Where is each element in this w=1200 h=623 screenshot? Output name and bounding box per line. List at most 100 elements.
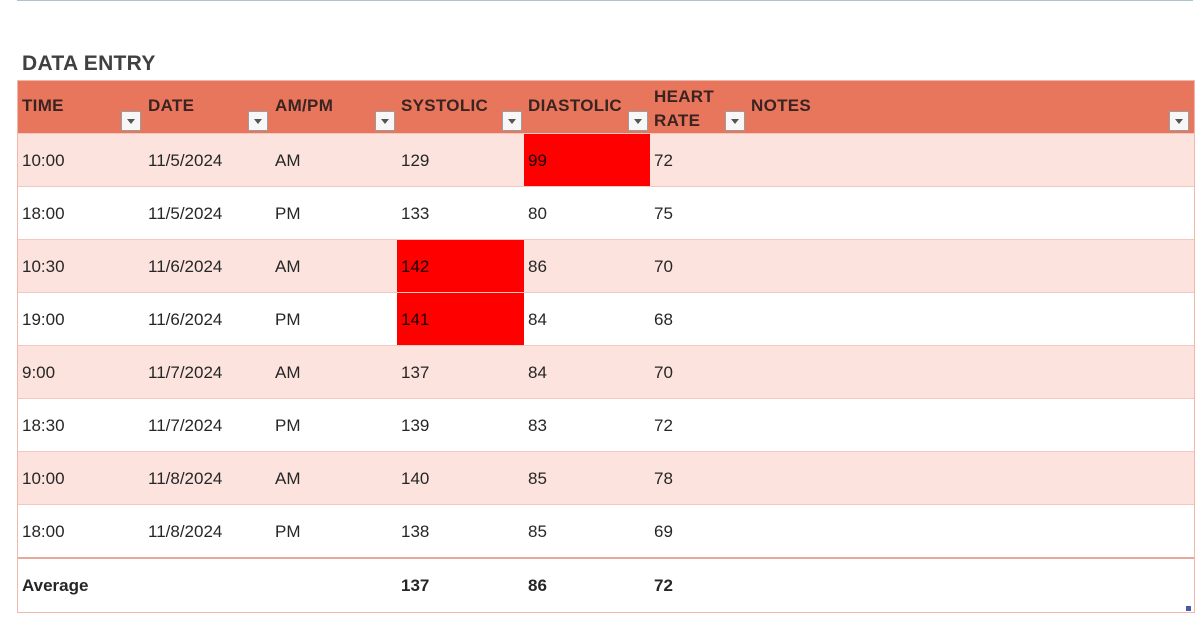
total-heart-rate-value: 72 — [654, 576, 673, 595]
cell-time[interactable]: 9:00 — [18, 346, 144, 398]
cell-systolic[interactable]: 137 — [397, 346, 524, 398]
cell-time[interactable]: 19:00 — [18, 293, 144, 345]
cell-date[interactable]: 11/7/2024 — [144, 346, 271, 398]
cell-ampm[interactable]: PM — [271, 293, 397, 345]
cell-diastolic-flagged[interactable]: 99 — [524, 134, 650, 186]
cell-diastolic-value: 84 — [528, 363, 547, 382]
cell-time[interactable]: 18:00 — [18, 187, 144, 239]
cell-time[interactable]: 10:00 — [18, 134, 144, 186]
cell-date[interactable]: 11/6/2024 — [144, 240, 271, 292]
cell-notes[interactable] — [747, 452, 1194, 504]
cell-ampm[interactable]: PM — [271, 505, 397, 557]
cell-heart-rate[interactable]: 75 — [650, 187, 747, 239]
cell-date[interactable]: 11/5/2024 — [144, 134, 271, 186]
header-time[interactable]: TIME — [18, 81, 144, 133]
cell-date[interactable]: 11/6/2024 — [144, 293, 271, 345]
table-resize-handle[interactable] — [1186, 606, 1191, 611]
cell-diastolic-value: 85 — [528, 522, 547, 541]
header-ampm[interactable]: AM/PM — [271, 81, 397, 133]
cell-notes[interactable] — [747, 134, 1194, 186]
cell-ampm[interactable]: PM — [271, 399, 397, 451]
total-label-cell[interactable]: Average — [18, 559, 144, 611]
cell-systolic[interactable]: 129 — [397, 134, 524, 186]
cell-notes[interactable] — [747, 293, 1194, 345]
chevron-down-icon — [1175, 118, 1183, 124]
cell-diastolic[interactable]: 86 — [524, 240, 650, 292]
header-diastolic[interactable]: DIASTOLIC — [524, 81, 650, 133]
cell-time-value: 10:30 — [22, 257, 65, 276]
cell-notes[interactable] — [747, 346, 1194, 398]
cell-time[interactable]: 18:00 — [18, 505, 144, 557]
cell-time-value: 18:00 — [22, 204, 65, 223]
cell-ampm-value: PM — [275, 310, 301, 329]
cell-notes[interactable] — [747, 505, 1194, 557]
cell-heart-rate[interactable]: 68 — [650, 293, 747, 345]
cell-heart-rate-value: 70 — [654, 257, 673, 276]
cell-ampm-value: AM — [275, 257, 301, 276]
cell-heart-rate[interactable]: 70 — [650, 240, 747, 292]
cell-time[interactable]: 18:30 — [18, 399, 144, 451]
cell-ampm[interactable]: AM — [271, 134, 397, 186]
cell-diastolic[interactable]: 85 — [524, 452, 650, 504]
cell-date[interactable]: 11/8/2024 — [144, 505, 271, 557]
total-diastolic-cell[interactable]: 86 — [524, 559, 650, 611]
header-notes[interactable]: NOTES — [747, 81, 1194, 133]
filter-systolic-button[interactable] — [502, 111, 522, 131]
cell-systolic[interactable]: 139 — [397, 399, 524, 451]
cell-ampm[interactable]: PM — [271, 187, 397, 239]
header-time-label: TIME — [22, 96, 64, 115]
filter-diastolic-button[interactable] — [628, 111, 648, 131]
cell-ampm[interactable]: AM — [271, 346, 397, 398]
total-systolic-cell[interactable]: 137 — [397, 559, 524, 611]
header-diastolic-label: DIASTOLIC — [528, 96, 623, 115]
filter-date-button[interactable] — [248, 111, 268, 131]
cell-date-value: 11/6/2024 — [148, 310, 223, 329]
cell-notes[interactable] — [747, 399, 1194, 451]
cell-systolic-flagged[interactable]: 142 — [397, 240, 524, 292]
chevron-down-icon — [254, 118, 262, 124]
cell-diastolic[interactable]: 80 — [524, 187, 650, 239]
cell-notes[interactable] — [747, 240, 1194, 292]
cell-diastolic-value: 80 — [528, 204, 547, 223]
cell-diastolic[interactable]: 85 — [524, 505, 650, 557]
header-heart-rate-line1: HEART — [654, 87, 715, 106]
cell-time[interactable]: 10:30 — [18, 240, 144, 292]
cell-heart-rate-value: 68 — [654, 310, 673, 329]
cell-heart-rate[interactable]: 69 — [650, 505, 747, 557]
filter-time-button[interactable] — [121, 111, 141, 131]
cell-notes[interactable] — [747, 187, 1194, 239]
filter-heart-rate-button[interactable] — [725, 111, 745, 131]
cell-heart-rate[interactable]: 70 — [650, 346, 747, 398]
cell-date-value: 11/5/2024 — [148, 204, 223, 223]
cell-ampm[interactable]: AM — [271, 240, 397, 292]
header-notes-label: NOTES — [751, 96, 812, 115]
total-systolic-value: 137 — [401, 576, 430, 595]
cell-systolic[interactable]: 138 — [397, 505, 524, 557]
cell-systolic[interactable]: 140 — [397, 452, 524, 504]
cell-systolic-value: 137 — [401, 363, 430, 382]
header-systolic[interactable]: SYSTOLIC — [397, 81, 524, 133]
cell-date[interactable]: 11/8/2024 — [144, 452, 271, 504]
table-row: 9:00 11/7/2024 AM 137 84 70 — [18, 345, 1194, 398]
cell-date[interactable]: 11/7/2024 — [144, 399, 271, 451]
cell-time[interactable]: 10:00 — [18, 452, 144, 504]
cell-systolic-flagged[interactable]: 141 — [397, 293, 524, 345]
cell-diastolic[interactable]: 83 — [524, 399, 650, 451]
cell-diastolic[interactable]: 84 — [524, 293, 650, 345]
cell-ampm[interactable]: AM — [271, 452, 397, 504]
cell-systolic[interactable]: 133 — [397, 187, 524, 239]
cell-systolic-value: 139 — [401, 416, 430, 435]
header-date[interactable]: DATE — [144, 81, 271, 133]
filter-ampm-button[interactable] — [375, 111, 395, 131]
header-heart-rate[interactable]: HEART RATE — [650, 81, 747, 133]
cell-diastolic-value: 99 — [528, 151, 547, 170]
cell-heart-rate-value: 78 — [654, 469, 673, 488]
cell-heart-rate[interactable]: 72 — [650, 134, 747, 186]
cell-diastolic-value: 83 — [528, 416, 547, 435]
cell-heart-rate[interactable]: 78 — [650, 452, 747, 504]
filter-notes-button[interactable] — [1169, 111, 1189, 131]
total-heart-rate-cell[interactable]: 72 — [650, 559, 747, 611]
cell-heart-rate[interactable]: 72 — [650, 399, 747, 451]
cell-date[interactable]: 11/5/2024 — [144, 187, 271, 239]
cell-diastolic[interactable]: 84 — [524, 346, 650, 398]
